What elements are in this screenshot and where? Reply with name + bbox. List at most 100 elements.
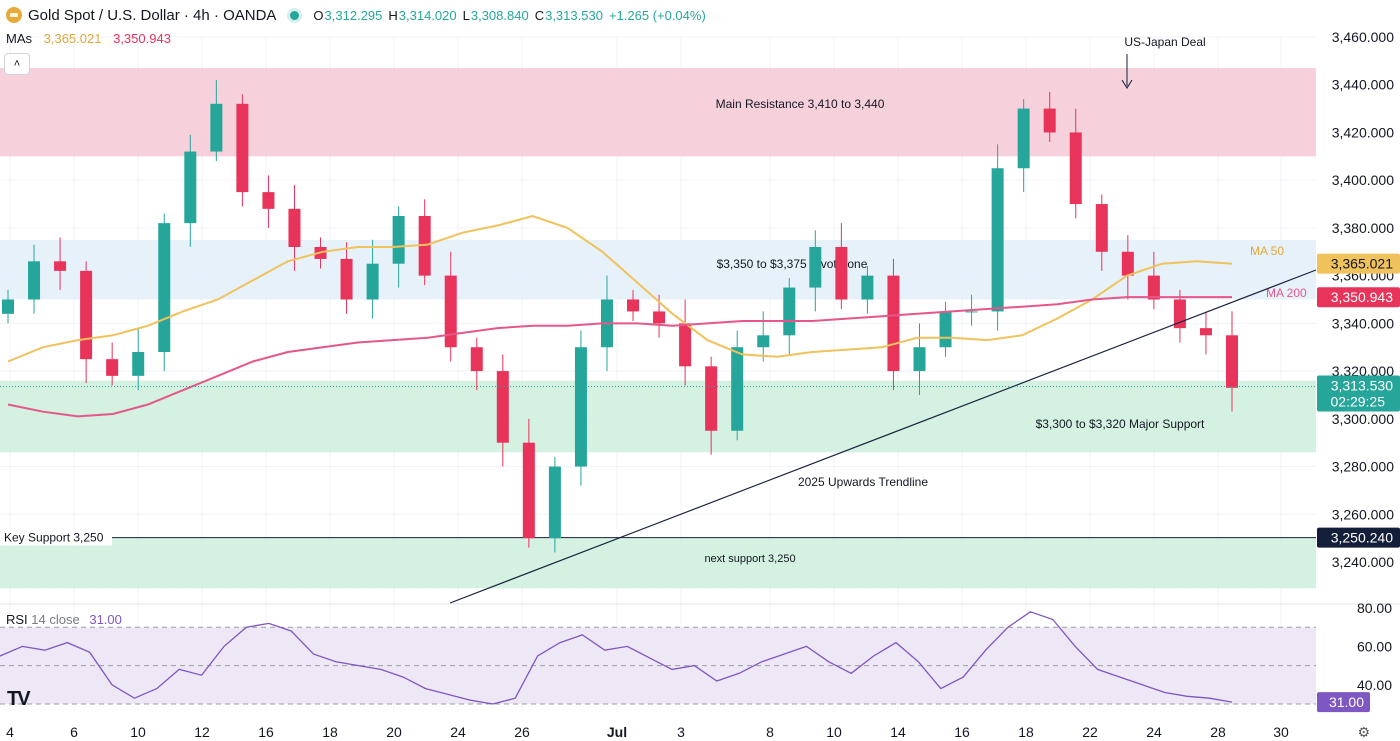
ma200-label: MA 200: [1266, 286, 1307, 300]
x-tick-label: 3: [677, 724, 685, 739]
zone-2: [0, 380, 1316, 453]
us-japan-deal-arrowhead: [1121, 79, 1133, 89]
rsi-line: [0, 611, 1233, 705]
price-tag-label-2: 3,313.530: [1331, 378, 1393, 394]
candle-body: [991, 168, 1004, 312]
candle-body: [1069, 132, 1082, 205]
x-tick-label: 8: [766, 724, 774, 739]
candle-body: [262, 192, 275, 209]
key-support-label-bg: [0, 529, 112, 546]
x-tick-label: 10: [826, 724, 842, 739]
trendline: [449, 269, 1317, 604]
candle-body: [939, 311, 952, 348]
candle-body: [1095, 204, 1108, 252]
candle-body: [757, 335, 770, 348]
y-tick-label: 3,260.000: [1332, 506, 1394, 522]
candle-body: [1226, 335, 1238, 388]
candle-body: [705, 366, 718, 431]
trendline-label: 2025 Upwards Trendline: [798, 475, 928, 489]
rsi-y-tick-label: 80.00: [1357, 600, 1392, 616]
low-label: L: [462, 7, 470, 23]
market-open-status-icon: [290, 10, 300, 20]
price-tag-label-0: 3,365.021: [1331, 256, 1393, 272]
collapse-legend-button[interactable]: ˄: [4, 53, 30, 75]
rsi-params: 14 close: [31, 612, 80, 627]
candle-body: [1121, 251, 1134, 276]
candle-body: [54, 261, 67, 271]
candle-body: [574, 347, 587, 467]
rsi-legend[interactable]: RSI 14 close 31.00: [6, 612, 122, 627]
rsi-y-tick-label: 60.00: [1357, 638, 1392, 654]
price-tag-2: [1317, 375, 1400, 412]
y-tick-label: 3,420.000: [1332, 124, 1394, 140]
x-tick-label: 6: [70, 724, 78, 739]
candle-body: [288, 208, 301, 247]
zone-label-3: next support 3,250: [704, 553, 795, 565]
x-tick-label: 20: [386, 724, 402, 739]
x-tick-label: 18: [1018, 724, 1034, 739]
gear-icon[interactable]: ⚙: [1357, 724, 1370, 740]
tradingview-logo[interactable]: TV: [7, 688, 31, 710]
candle-body: [28, 261, 41, 300]
x-tick-label: 24: [450, 724, 466, 739]
symbol-title: Gold Spot / U.S. Dollar · 4h · OANDA: [28, 6, 277, 24]
x-tick-label: 16: [954, 724, 970, 739]
candle-body: [809, 247, 822, 288]
x-tick-label: 12: [194, 724, 210, 739]
candle-body: [783, 287, 796, 336]
candle-body: [835, 247, 848, 300]
x-tick-label: 24: [1146, 724, 1162, 739]
candle-body: [2, 299, 14, 314]
y-tick-label: 3,400.000: [1332, 172, 1394, 188]
y-tick-label: 3,440.000: [1332, 77, 1394, 93]
candle-body: [470, 347, 483, 372]
y-tick-label: 3,380.000: [1332, 220, 1394, 236]
candle-body: [653, 311, 666, 324]
zone-label-0: Main Resistance 3,410 to 3,440: [716, 97, 885, 111]
x-tick-label: 10: [130, 724, 146, 739]
y-tick-label: 3,240.000: [1332, 554, 1394, 570]
x-tick-label: 30: [1273, 724, 1289, 739]
candle-body: [1017, 108, 1030, 169]
candle-body: [444, 275, 457, 348]
price-tag-countdown: 02:29:25: [1331, 394, 1386, 410]
candle-body: [913, 347, 926, 372]
candle-body: [1147, 275, 1160, 300]
candles: [2, 79, 1238, 553]
candle-body: [392, 215, 405, 264]
zone-label-1: $3,350 to $3,375 Pivot Zone: [717, 257, 868, 271]
close-value: 3,313.530: [545, 7, 603, 23]
rsi-value-tag-label: 31.00: [1329, 694, 1364, 710]
candle-body: [184, 151, 197, 224]
price-tag-label-1: 3,350.943: [1331, 289, 1393, 305]
candle-body: [80, 270, 93, 360]
rsi-label: RSI: [6, 612, 28, 627]
price-tag-1: [1317, 287, 1400, 308]
price-tag-3: [1317, 527, 1400, 548]
moving-averages-legend[interactable]: MAs 3,365.021 3,350.943: [6, 31, 179, 46]
candle-body: [496, 371, 509, 443]
x-tick-label: 28: [1210, 724, 1226, 739]
key-support-label: Key Support 3,250: [4, 531, 104, 545]
y-tick-label: 3,300.000: [1332, 411, 1394, 427]
x-tick-label: Jul: [607, 724, 627, 739]
ma50-line: [7, 214, 1233, 363]
candle-body: [210, 103, 223, 152]
candle-body: [887, 275, 900, 372]
high-label: H: [388, 7, 398, 23]
chart-header: Gold Spot / U.S. Dollar · 4h · OANDA O 3,…: [6, 5, 712, 25]
y-tick-label: 3,340.000: [1332, 315, 1394, 331]
candle-body: [236, 103, 249, 193]
candle-body: [158, 223, 171, 352]
rsi-value-tag: [1317, 692, 1370, 713]
close-label: C: [534, 7, 545, 23]
x-tick-label: 4: [6, 724, 14, 739]
x-tick-label: 18: [322, 724, 338, 739]
zone-3: [0, 538, 1316, 589]
zone-label-2: $3,300 to $3,320 Major Support: [1036, 417, 1205, 431]
open-value: 3,312.295: [324, 7, 383, 23]
candle-body: [679, 323, 692, 367]
high-value: 3,314.020: [398, 7, 457, 23]
ma50-legend-value: 3,365.021: [43, 31, 102, 46]
